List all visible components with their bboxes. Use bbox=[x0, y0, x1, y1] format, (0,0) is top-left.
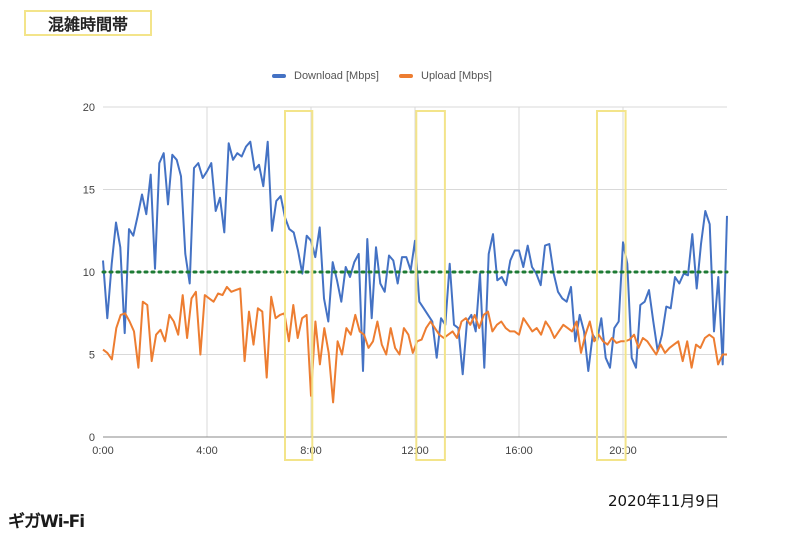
download-series-line bbox=[102, 140, 728, 376]
y-tick-label: 20 bbox=[83, 102, 95, 114]
x-tick-label: 12:00 bbox=[401, 445, 429, 457]
upload-swatch-icon bbox=[399, 74, 413, 78]
legend-download: Download [Mbps] bbox=[272, 70, 379, 82]
download-swatch-icon bbox=[272, 74, 286, 78]
upload-series-line bbox=[102, 285, 727, 404]
legend-upload: Upload [Mbps] bbox=[399, 70, 492, 82]
x-tick-label: 16:00 bbox=[505, 445, 533, 457]
legend-upload-label: Upload [Mbps] bbox=[421, 70, 492, 82]
congestion-highlight-box bbox=[596, 110, 627, 461]
congestion-period-label: 混雑時間帯 bbox=[24, 10, 152, 36]
x-tick-label: 4:00 bbox=[196, 445, 217, 457]
measurement-date: 2020年11月9日 bbox=[608, 492, 720, 510]
y-tick-label: 5 bbox=[89, 350, 95, 362]
congestion-highlight-box bbox=[415, 110, 446, 461]
x-tick-label: 0:00 bbox=[92, 445, 113, 457]
giga-wifi-logo: ギガWi-Fi bbox=[8, 512, 85, 532]
x-tick-label: 8:00 bbox=[300, 445, 321, 457]
x-tick-label: 20:00 bbox=[609, 445, 637, 457]
congestion-highlight-box bbox=[284, 110, 314, 461]
y-tick-label: 15 bbox=[83, 185, 95, 197]
legend-download-label: Download [Mbps] bbox=[294, 70, 379, 82]
chart-legend: Download [Mbps] Upload [Mbps] bbox=[272, 70, 492, 82]
y-tick-label: 0 bbox=[89, 432, 95, 444]
y-tick-label: 10 bbox=[83, 267, 95, 279]
